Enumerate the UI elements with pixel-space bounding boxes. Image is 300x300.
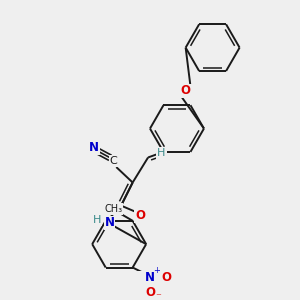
Text: O: O xyxy=(161,271,171,284)
Text: O: O xyxy=(135,209,146,222)
Text: ⁻: ⁻ xyxy=(155,292,161,300)
Text: H: H xyxy=(93,215,101,225)
Text: CH₃: CH₃ xyxy=(104,204,122,214)
Text: O: O xyxy=(181,85,190,98)
Text: N: N xyxy=(89,141,99,154)
Text: O: O xyxy=(145,286,155,299)
Text: H: H xyxy=(158,148,166,158)
Text: N: N xyxy=(104,217,115,230)
Text: C: C xyxy=(110,156,117,166)
Text: +: + xyxy=(153,266,160,275)
Text: N: N xyxy=(145,271,155,284)
